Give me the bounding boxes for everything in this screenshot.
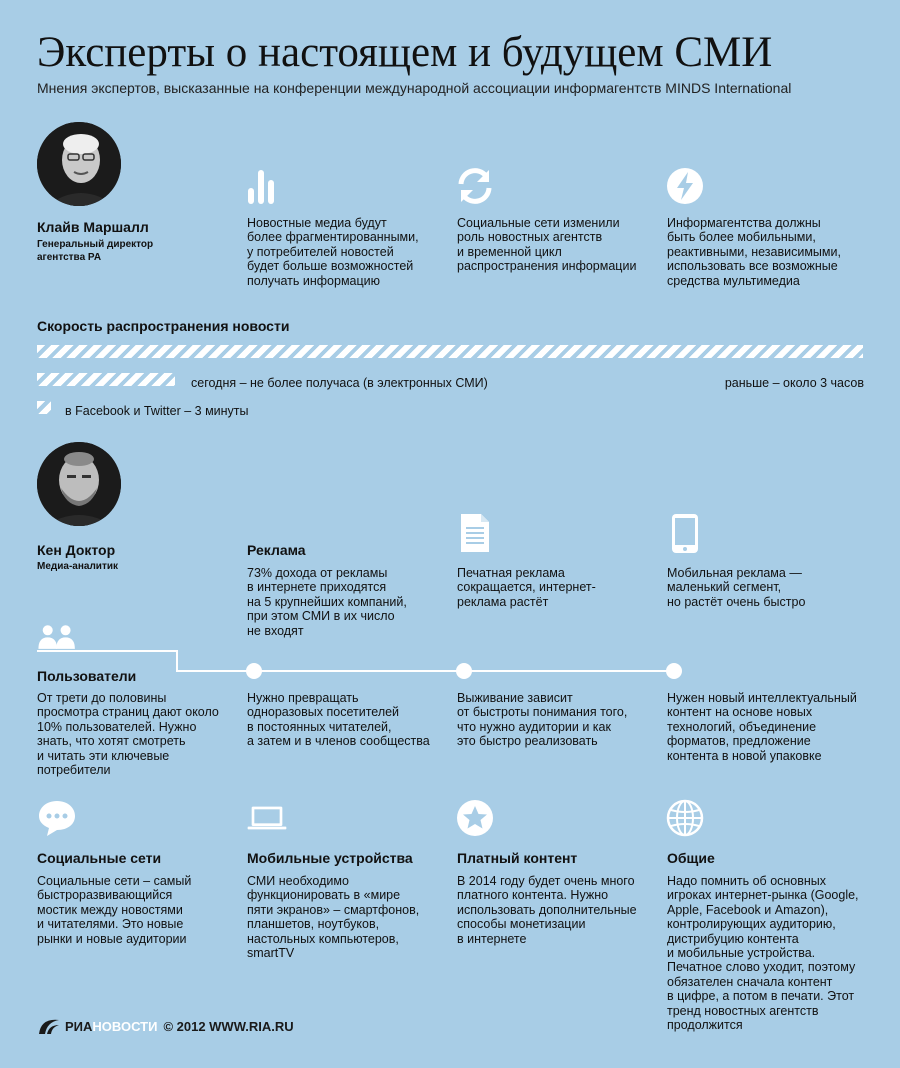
topic-mobile-text: СМИ необходимо функционировать в «мире п… bbox=[247, 874, 420, 961]
expert-2-name: Кен Доктор bbox=[37, 542, 116, 558]
users-step-3: Нужен новый интеллектуальный контент на … bbox=[667, 691, 857, 763]
users-icon bbox=[37, 616, 93, 656]
users-step-2: Выживание зависит от быстроты понимания … bbox=[457, 691, 628, 749]
avatar-expert-1 bbox=[37, 122, 121, 206]
speed-label-before: раньше – около 3 часов bbox=[724, 376, 864, 390]
expert-1-point-2: Социальные сети изменили роль новостных … bbox=[457, 216, 637, 274]
brand-novosti: НОВОСТИ bbox=[92, 1018, 158, 1034]
expert-1-point-1: Новостные медиа будут более фрагментиров… bbox=[247, 216, 419, 288]
expert-1-name: Клайв Маршалл bbox=[37, 219, 149, 235]
timeline-line bbox=[176, 670, 674, 672]
topic-general-title: Общие bbox=[667, 850, 715, 866]
ads-text: 73% дохода от рекламы в интернете приход… bbox=[247, 566, 407, 638]
topic-mobile-title: Мобильные устройства bbox=[247, 850, 413, 866]
page-title: Эксперты о настоящем и будущем СМИ bbox=[37, 29, 773, 76]
ads-title: Реклама bbox=[247, 542, 306, 558]
topic-paid-title: Платный контент bbox=[457, 850, 578, 866]
speed-bar-before bbox=[37, 345, 863, 358]
lightning-icon bbox=[665, 166, 705, 206]
timeline-dot bbox=[246, 663, 262, 679]
footer: РИА НОВОСТИ © 2012 WWW.RIA.RU bbox=[37, 1016, 294, 1036]
speed-title: Скорость распространения новости bbox=[37, 318, 290, 334]
users-step-1: Нужно превращать одноразовых посетителей… bbox=[247, 691, 430, 749]
ads-print-text: Печатная реклама сокращается, интернет- … bbox=[457, 566, 596, 609]
speed-bar-social bbox=[37, 401, 51, 414]
topic-general-text: Надо помнить об основных игроках интерне… bbox=[667, 874, 859, 1033]
brand-ria: РИА bbox=[65, 1018, 93, 1034]
speech-bubble-icon bbox=[37, 798, 77, 838]
speed-bar-today bbox=[37, 373, 175, 386]
bar-chart-icon bbox=[244, 166, 284, 206]
speed-label-social: в Facebook и Twitter – 3 минуты bbox=[65, 404, 249, 418]
expert-1-point-3: Информагентства должны быть более мобиль… bbox=[667, 216, 841, 288]
refresh-icon bbox=[455, 166, 495, 206]
topic-social-title: Социальные сети bbox=[37, 850, 162, 866]
page-subtitle: Мнения экспертов, высказанные на конфере… bbox=[37, 80, 792, 96]
portrait-icon bbox=[37, 122, 121, 206]
users-text: От трети до половины просмотра страниц д… bbox=[37, 691, 219, 778]
footer-credit: © 2012 WWW.RIA.RU bbox=[163, 1018, 294, 1034]
avatar-expert-2 bbox=[37, 442, 121, 526]
timeline-dot bbox=[666, 663, 682, 679]
star-badge-icon bbox=[455, 798, 495, 838]
timeline-dot bbox=[456, 663, 472, 679]
topic-paid-text: В 2014 году будет очень много платного к… bbox=[457, 874, 637, 946]
portrait-icon bbox=[37, 442, 121, 526]
timeline-line bbox=[176, 650, 178, 672]
ads-mobile-text: Мобильная реклама — маленький сегмент, н… bbox=[667, 566, 806, 609]
document-icon bbox=[455, 513, 495, 553]
smartphone-icon bbox=[665, 513, 705, 553]
expert-1-role: Генеральный директор агентства PA bbox=[37, 239, 154, 263]
speed-label-today: сегодня – не более получаса (в электронн… bbox=[191, 376, 488, 390]
expert-2-role: Медиа-аналитик bbox=[37, 561, 118, 572]
topic-social-text: Социальные сети – самый быстроразвивающи… bbox=[37, 874, 192, 946]
globe-icon bbox=[665, 798, 705, 838]
ria-logo-icon bbox=[39, 1019, 59, 1034]
laptop-icon bbox=[247, 798, 307, 838]
users-title: Пользователи bbox=[37, 668, 137, 684]
timeline-line bbox=[37, 650, 176, 652]
